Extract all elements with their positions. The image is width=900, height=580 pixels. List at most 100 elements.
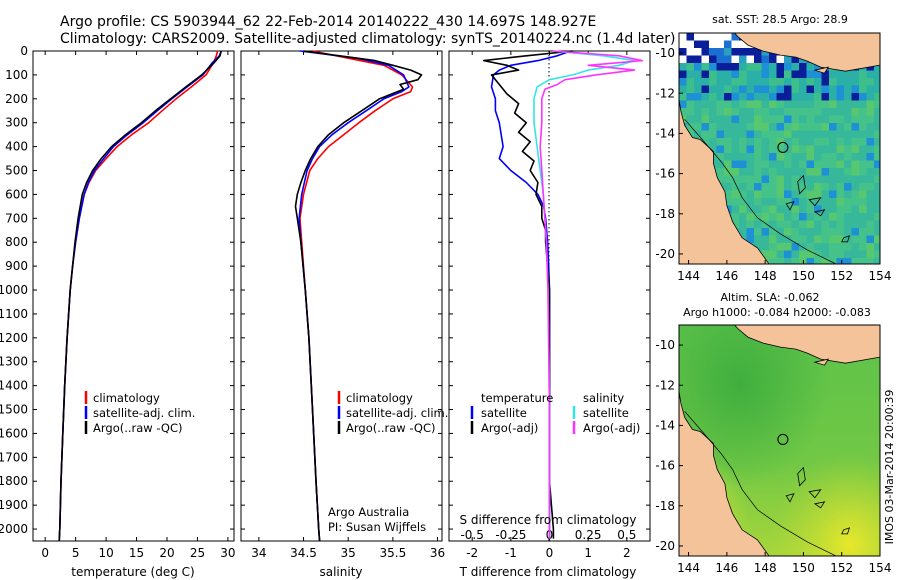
sst-cell: [739, 175, 747, 184]
sst-cell: [821, 213, 830, 221]
sst-cell: [754, 63, 762, 71]
sst-cell: [821, 198, 830, 206]
sst-cell: [791, 145, 800, 154]
sst-cell: [821, 235, 830, 244]
x-tick-label: 20: [159, 546, 174, 560]
sst-cell: [701, 130, 710, 139]
sst-cell: [866, 93, 875, 101]
sst-cell: [761, 108, 770, 116]
sst-cell: [806, 205, 815, 214]
sst-cell: [866, 130, 875, 139]
sst-cell: [844, 70, 852, 79]
sst-cell: [761, 78, 770, 86]
x-tick-label: 36: [430, 546, 445, 560]
sst-cell: [769, 228, 777, 236]
sst-cell: [739, 48, 747, 56]
sst-cell: [776, 235, 785, 244]
sst-cell: [754, 48, 762, 56]
sst-cell: [701, 40, 710, 49]
sst-cell: [814, 145, 822, 154]
sst-cell: [821, 100, 830, 109]
sst-cell: [851, 78, 860, 86]
sst-cell: [746, 115, 755, 124]
sst-cell: [874, 250, 880, 259]
sst-cell: [686, 70, 695, 79]
sst-cell: [859, 78, 867, 86]
sst-cell: [799, 138, 807, 146]
sst-cell: [769, 93, 777, 101]
sst-cell: [791, 220, 800, 229]
sst-cell: [791, 160, 800, 169]
sst-cell: [851, 243, 860, 251]
sst-cell: [776, 213, 785, 221]
sst-cell: [874, 70, 880, 79]
sla-map-subtitle: Argo h1000: -0.084 h2000: -0.083: [683, 306, 871, 319]
queensland-land: [679, 33, 770, 264]
y-tick-label: -18: [655, 207, 675, 221]
salinity-xlabel: salinity: [319, 565, 362, 579]
sst-cell: [776, 138, 785, 146]
sst-cell: [844, 250, 852, 259]
sst-cell: [686, 123, 695, 131]
sst-cell: [679, 40, 687, 49]
sst-cell: [829, 258, 837, 264]
sst-cell: [784, 115, 792, 124]
sst-cell: [776, 115, 785, 124]
sst-cell: [791, 250, 800, 259]
sst-cell: [821, 175, 830, 184]
sst-cell: [844, 243, 852, 251]
sst-cell: [679, 63, 687, 71]
y-tick-label: 1100: [0, 307, 28, 321]
sst-cell: [731, 183, 740, 191]
sst-cell: [746, 190, 755, 199]
sst-cell: [874, 190, 880, 199]
sst-cell: [709, 48, 717, 56]
sst-cell: [829, 198, 837, 206]
sst-cell: [836, 213, 845, 221]
sst-cell: [746, 228, 755, 236]
sal-diff-tick-label: 0.25: [575, 528, 602, 542]
legend-sal-satellite: satellite: [583, 406, 629, 420]
sst-cell: [874, 228, 880, 236]
sst-cell: [731, 153, 740, 161]
sst-cell: [814, 183, 822, 191]
sst-cell: [716, 168, 725, 176]
sst-cell: [754, 183, 762, 191]
sst-cell: [829, 100, 837, 109]
sst-cell: [784, 153, 792, 161]
sst-cell: [731, 33, 740, 41]
sst-cell: [776, 175, 785, 184]
sst-cell: [829, 205, 837, 214]
sst-cell: [731, 123, 740, 131]
sst-cell: [784, 130, 792, 139]
reef-outline: [808, 489, 822, 499]
sst-cell: [791, 78, 800, 86]
sst-cell: [761, 55, 770, 64]
sst-cell: [694, 48, 702, 56]
sst-cell: [866, 250, 875, 259]
sst-cell: [776, 220, 785, 229]
sst-cell: [859, 168, 867, 176]
y-tick-label: 1200: [0, 331, 28, 345]
sst-cell: [754, 198, 762, 206]
sst-cell: [686, 108, 695, 116]
sst-cell: [844, 175, 852, 184]
sst-map-frame: [678, 32, 881, 265]
sst-cell: [776, 258, 785, 264]
sst-cell: [746, 78, 755, 86]
sst-cell: [814, 108, 822, 116]
sst-cell: [821, 228, 830, 236]
sst-cell: [754, 175, 762, 184]
sst-cell: [836, 235, 845, 244]
sst-cell: [844, 138, 852, 146]
sst-cell: [859, 153, 867, 161]
reef-outline: [841, 527, 851, 535]
y-tick-label: 500: [5, 164, 28, 178]
sst-cell: [731, 190, 740, 199]
x-tick-label: 34: [251, 546, 266, 560]
sst-cell: [686, 93, 695, 101]
sst-cell: [754, 100, 762, 109]
sst-cell: [784, 168, 792, 176]
sst-cell: [739, 160, 747, 169]
sst-cell: [851, 168, 860, 176]
